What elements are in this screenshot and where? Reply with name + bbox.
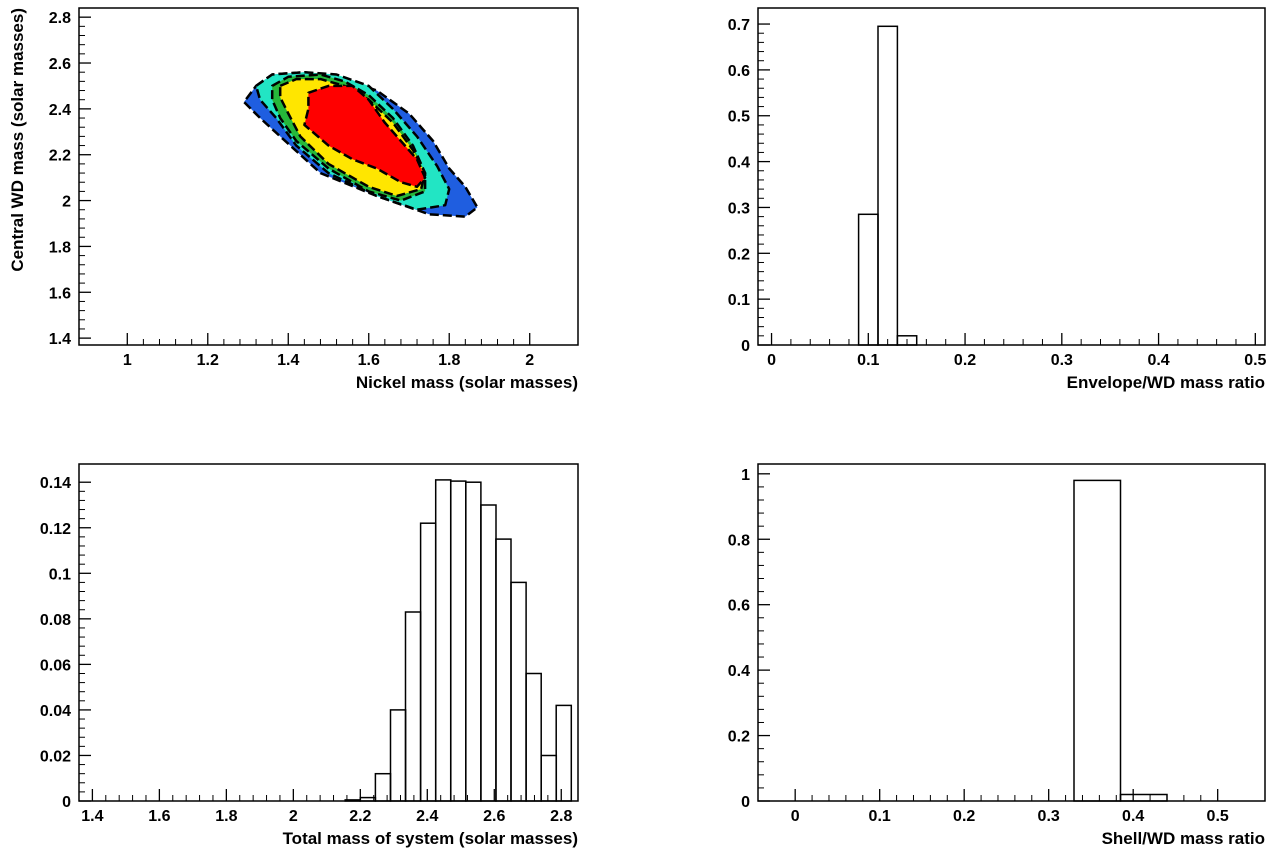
- y-tick-label: 0.8: [728, 532, 750, 549]
- envelope-ratio-panel: 0 0.1 0.2 0.3 0.4 0.5 00.10.20.30.40.50.60.7 …: [728, 7, 1267, 392]
- x-axis-label: Total mass of system (solar masses): [283, 829, 578, 848]
- contour-level-5: [303, 84, 427, 189]
- x-axis-ticks: 0 0.1 0.2 0.3 0.4 0.5: [791, 789, 1229, 825]
- x-tick-label: 1: [123, 352, 132, 369]
- y-tick-label: 1.8: [49, 239, 71, 256]
- x-tick-label: 1.6: [148, 808, 170, 825]
- x-tick-label: 0.1: [869, 808, 891, 825]
- x-tick-label: 1.2: [197, 352, 219, 369]
- y-axis-ticks: 0 0.1 0.2 0.3 0.4 0.5 0.6 0.7: [728, 17, 770, 355]
- y-tick-label: 0.12: [40, 521, 71, 538]
- y-tick-label: 0.1: [49, 566, 71, 583]
- x-tick-label: 2.6: [483, 808, 505, 825]
- x-tick-label: 2: [525, 352, 534, 369]
- x-tick-label: 0.4: [1122, 808, 1144, 825]
- y-tick-label: 0: [741, 338, 750, 355]
- x-axis-ticks: 1 1.2 1.4 1.6 1.8 2: [123, 333, 534, 369]
- x-tick-label: 1.4: [277, 352, 299, 369]
- y-tick-label: 0.1: [728, 292, 750, 309]
- plot-frame: [757, 7, 1266, 346]
- y-axis-ticks: 1.4 1.6 1.8 2 2.2 2.4 2.6 2.8: [49, 10, 91, 348]
- total-mass-panel: 1.4 1.6 1.8 2 2.2 2.4 2.6 2.8 0 0.02 0.04 0.06 0.08…: [40, 463, 579, 848]
- y-tick-label: 2.4: [49, 102, 71, 119]
- y-tick-label: 1.6: [49, 285, 71, 302]
- y-tick-label: 1: [741, 467, 750, 484]
- y-tick-label: 0.04: [40, 703, 71, 720]
- x-tick-label: 0.2: [954, 352, 976, 369]
- y-tick-label: 0: [741, 794, 750, 811]
- y-tick-label: 0.06: [40, 657, 71, 674]
- x-tick-label: 0.3: [1038, 808, 1060, 825]
- x-tick-label: 0.1: [857, 352, 879, 369]
- y-tick-label: 2.8: [49, 10, 71, 27]
- plot-frame: [78, 463, 579, 802]
- contour-panel: 1 1.2 1.4 1.6 1.8 2 1.4 1.6 1.8 2 2.2 2.4 2.6 2.8 Ni…: [8, 7, 579, 392]
- contour-levels: [242, 70, 479, 218]
- x-tick-label: 1.4: [81, 808, 103, 825]
- y-tick-label: 2: [62, 194, 71, 211]
- y-tick-label: 0: [62, 794, 71, 811]
- x-tick-label: 1.8: [215, 808, 237, 825]
- x-tick-label: 1.6: [358, 352, 380, 369]
- y-axis-label: Central WD mass (solar masses): [8, 8, 27, 272]
- y-tick-label: 0.6: [728, 63, 750, 80]
- y-tick-label: 1.4: [49, 331, 71, 348]
- x-axis-label: Envelope/WD mass ratio: [1067, 373, 1265, 392]
- x-tick-label: 0.3: [1051, 352, 1073, 369]
- x-axis-ticks: 0 0.1 0.2 0.3 0.4 0.5: [767, 333, 1267, 369]
- x-tick-label: 2: [289, 808, 298, 825]
- y-tick-label: 0.4: [728, 155, 750, 172]
- y-tick-label: 0.14: [40, 475, 71, 492]
- y-tick-label: 0.7: [728, 17, 750, 34]
- x-tick-label: 0.2: [953, 808, 975, 825]
- x-tick-label: 0.5: [1244, 352, 1266, 369]
- y-axis-ticks: 0 0.02 0.04 0.06 0.08 0.1 0.12 0.14: [40, 475, 91, 811]
- y-tick-label: 0.6: [728, 598, 750, 615]
- y-tick-label: 0.08: [40, 612, 71, 629]
- x-tick-label: 0: [791, 808, 800, 825]
- y-axis-ticks: 0 0.2 0.4 0.6 0.8 1: [728, 467, 770, 811]
- y-tick-label: 0.2: [728, 729, 750, 746]
- plot-frame: [78, 7, 579, 346]
- x-axis-ticks: 1.4 1.6 1.8 2 2.2 2.4 2.6 2.8: [81, 789, 572, 825]
- x-tick-label: 0.4: [1147, 352, 1169, 369]
- plot-frame: [757, 463, 1266, 802]
- x-tick-label: 0: [767, 352, 776, 369]
- y-tick-label: 2.6: [49, 56, 71, 73]
- x-tick-label: 2.4: [416, 808, 438, 825]
- x-tick-label: 2.8: [550, 808, 572, 825]
- y-tick-label: 2.2: [49, 148, 71, 165]
- x-axis-label: Shell/WD mass ratio: [1102, 829, 1265, 848]
- y-tick-label: 0.5: [728, 109, 750, 126]
- x-tick-label: 2.2: [349, 808, 371, 825]
- shell-ratio-panel: 0 0.1 0.2 0.3 0.4 0.5 0 0.2 0.4 0.6 0.8 1 Shell/WD…: [728, 463, 1266, 848]
- x-tick-label: 0.5: [1207, 808, 1229, 825]
- y-tick-label: 0.4: [728, 663, 750, 680]
- x-tick-label: 1.8: [438, 352, 460, 369]
- y-tick-label: 0.3: [728, 200, 750, 217]
- y-tick-label: 0.2: [728, 246, 750, 263]
- x-axis-label: Nickel mass (solar masses): [356, 373, 578, 392]
- y-tick-label: 0.02: [40, 748, 71, 765]
